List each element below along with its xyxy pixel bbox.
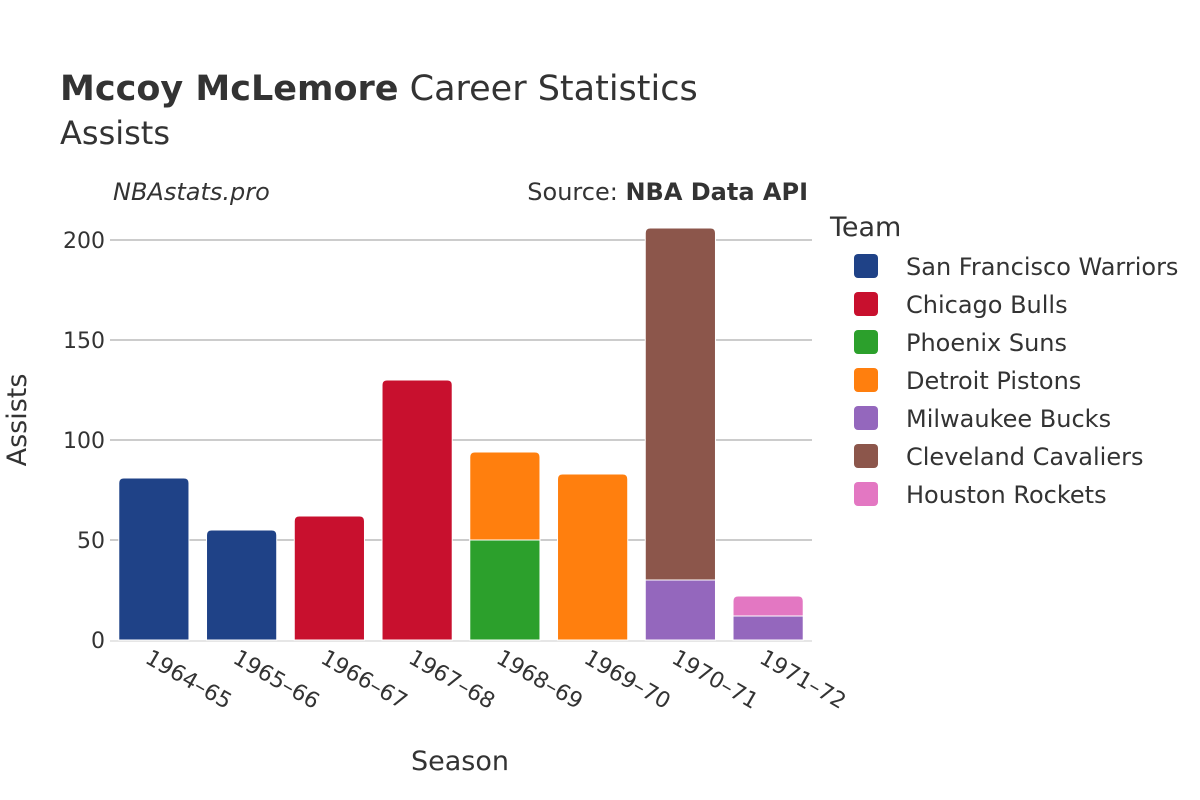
- bar-segment: [732, 595, 804, 617]
- x-tick-label: 1970–71: [667, 646, 762, 715]
- bar-segment: [469, 451, 541, 541]
- y-tick-label: 50: [77, 529, 105, 554]
- y-tick-label: 150: [63, 329, 105, 354]
- x-tick-label: 1967–68: [404, 646, 499, 715]
- y-tick-label: 200: [63, 229, 105, 254]
- bar-segment: [206, 529, 278, 641]
- legend: San Francisco Warriors Chicago Bulls Phoen…: [854, 253, 1178, 509]
- legend-label: San Francisco Warriors: [906, 253, 1178, 281]
- bar-segment: [293, 515, 365, 641]
- bar-segment: [732, 615, 804, 641]
- x-tick-label: 1969–70: [580, 646, 675, 715]
- legend-title: Team: [829, 212, 901, 243]
- x-tick-label: 1965–66: [229, 646, 324, 715]
- legend-label: Cleveland Cavaliers: [906, 443, 1143, 471]
- legend-swatch: [854, 482, 878, 506]
- source-text: Source: NBA Data API: [527, 178, 808, 206]
- chart-title-rest: Career Statistics: [399, 69, 698, 109]
- y-tick-label: 0: [91, 629, 105, 654]
- chart-subtitle: Assists: [60, 114, 170, 152]
- bar-segment: [557, 473, 629, 641]
- legend-label: Chicago Bulls: [906, 291, 1068, 319]
- x-axis-title: Season: [411, 746, 509, 777]
- bar-layer: [118, 227, 804, 641]
- x-tick-label: 1971–72: [755, 646, 850, 715]
- legend-label: Milwaukee Bucks: [906, 405, 1111, 433]
- x-tick-label: 1966–67: [316, 646, 411, 715]
- watermark: NBAstats.pro: [113, 178, 270, 206]
- source-prefix: Source:: [527, 178, 625, 206]
- chart-title-bold: Mccoy McLemore: [60, 69, 399, 109]
- legend-swatch: [854, 444, 878, 468]
- legend-swatch: [854, 368, 878, 392]
- bar-segment: [644, 579, 716, 641]
- x-tick-label: 1964–65: [141, 646, 236, 715]
- chart-title: Mccoy McLemore Career Statistics: [60, 69, 698, 109]
- bar-segment: [644, 227, 716, 581]
- legend-label: Detroit Pistons: [906, 367, 1081, 395]
- legend-swatch: [854, 292, 878, 316]
- bar-segment: [469, 539, 541, 641]
- y-axis-title: Assists: [2, 374, 33, 467]
- legend-label: Phoenix Suns: [906, 329, 1067, 357]
- legend-swatch: [854, 330, 878, 354]
- legend-swatch: [854, 406, 878, 430]
- bar-segment: [381, 379, 453, 641]
- y-tick-label: 100: [63, 429, 105, 454]
- bar-segment: [118, 477, 190, 641]
- legend-label: Houston Rockets: [906, 481, 1107, 509]
- y-tick-layer: 0 50 100 150 200: [63, 229, 105, 654]
- x-tick-layer: 1964–651965–661966–671967–681968–691969–…: [141, 646, 850, 715]
- source-name: NBA Data API: [625, 178, 808, 206]
- legend-swatch: [854, 254, 878, 278]
- x-tick-label: 1968–69: [492, 646, 587, 715]
